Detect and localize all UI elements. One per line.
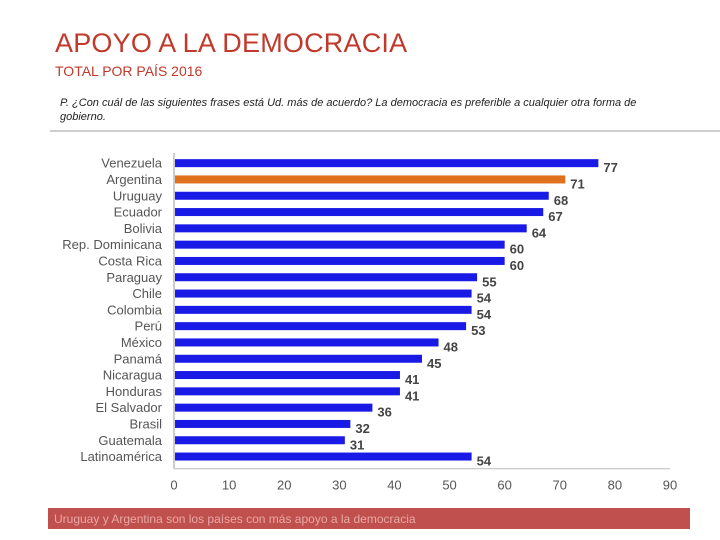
category-label: Panamá xyxy=(114,351,163,366)
bar-5 xyxy=(175,240,505,249)
data-label: 32 xyxy=(355,421,369,436)
data-label: 60 xyxy=(510,242,524,257)
data-label: 48 xyxy=(444,339,458,354)
category-label: Brasil xyxy=(129,416,162,431)
data-label: 55 xyxy=(482,274,496,289)
data-label: 53 xyxy=(471,323,485,338)
data-label: 68 xyxy=(554,193,568,208)
category-label: Latinoamérica xyxy=(80,449,162,464)
bar-8 xyxy=(175,289,472,298)
category-label: México xyxy=(121,335,162,350)
category-label: El Salvador xyxy=(96,400,163,415)
category-label: Perú xyxy=(135,319,162,334)
category-label: Nicaragua xyxy=(103,368,163,383)
footer-note: Uruguay y Argentina son los países con m… xyxy=(54,512,416,526)
category-label: Argentina xyxy=(106,172,162,187)
footer-banner: Uruguay y Argentina son los países con m… xyxy=(48,508,690,529)
category-label: Colombia xyxy=(107,302,163,317)
data-label: 36 xyxy=(377,405,391,420)
bar-4 xyxy=(175,224,527,233)
bar-1 xyxy=(175,175,566,184)
x-tick-label: 60 xyxy=(497,478,511,493)
category-label: Uruguay xyxy=(113,188,163,203)
bar-2 xyxy=(175,191,549,200)
category-label: Chile xyxy=(132,286,162,301)
data-label: 31 xyxy=(350,437,364,452)
data-label: 41 xyxy=(405,388,419,403)
data-label: 41 xyxy=(405,372,419,387)
data-label: 54 xyxy=(477,454,492,469)
data-label: 71 xyxy=(570,176,584,191)
x-tick-label: 30 xyxy=(332,478,346,493)
bar-chart: Venezuela 77 Argentina 71 Uruguay 68 Ecuador 67… xyxy=(62,153,677,493)
data-label: 60 xyxy=(510,258,524,273)
category-label: Rep. Dominicana xyxy=(62,237,162,252)
category-label: Bolivia xyxy=(124,221,163,236)
bar-13 xyxy=(175,371,400,380)
category-label: Honduras xyxy=(106,384,163,399)
data-label: 67 xyxy=(548,209,562,224)
bar-7 xyxy=(175,273,478,282)
bar-11 xyxy=(175,338,439,347)
data-label: 45 xyxy=(427,356,441,371)
x-tick-label: 20 xyxy=(277,478,291,493)
bar-12 xyxy=(175,354,422,363)
chart-subtitle: TOTAL POR PAÍS 2016 xyxy=(55,63,203,79)
category-label: Guatemala xyxy=(98,433,162,448)
category-label: Ecuador xyxy=(114,205,163,220)
x-tick-label: 10 xyxy=(222,478,236,493)
bar-14 xyxy=(175,387,400,396)
category-label: Venezuela xyxy=(101,156,162,171)
survey-question: P. ¿Con cuál de las siguientes frases es… xyxy=(60,97,637,123)
x-tick-label: 90 xyxy=(663,478,677,493)
data-label: 54 xyxy=(477,307,492,322)
category-label: Paraguay xyxy=(106,270,162,285)
x-tick-label: 80 xyxy=(608,478,622,493)
bar-18 xyxy=(175,452,472,461)
bar-6 xyxy=(175,256,505,265)
data-label: 54 xyxy=(477,291,492,306)
data-label: 77 xyxy=(603,160,617,175)
bar-9 xyxy=(175,305,472,314)
x-tick-label: 50 xyxy=(442,478,456,493)
category-label: Costa Rica xyxy=(98,253,162,268)
data-label: 64 xyxy=(532,225,547,240)
bar-10 xyxy=(175,322,467,331)
x-tick-label: 0 xyxy=(170,478,177,493)
chart-title: APOYO A LA DEMOCRACIA xyxy=(55,28,408,58)
x-tick-label: 40 xyxy=(387,478,401,493)
bar-17 xyxy=(175,436,345,445)
bar-16 xyxy=(175,419,351,428)
bar-0 xyxy=(175,159,599,168)
bar-3 xyxy=(175,208,544,217)
x-tick-label: 70 xyxy=(553,478,567,493)
bar-15 xyxy=(175,403,373,412)
divider xyxy=(50,130,720,132)
